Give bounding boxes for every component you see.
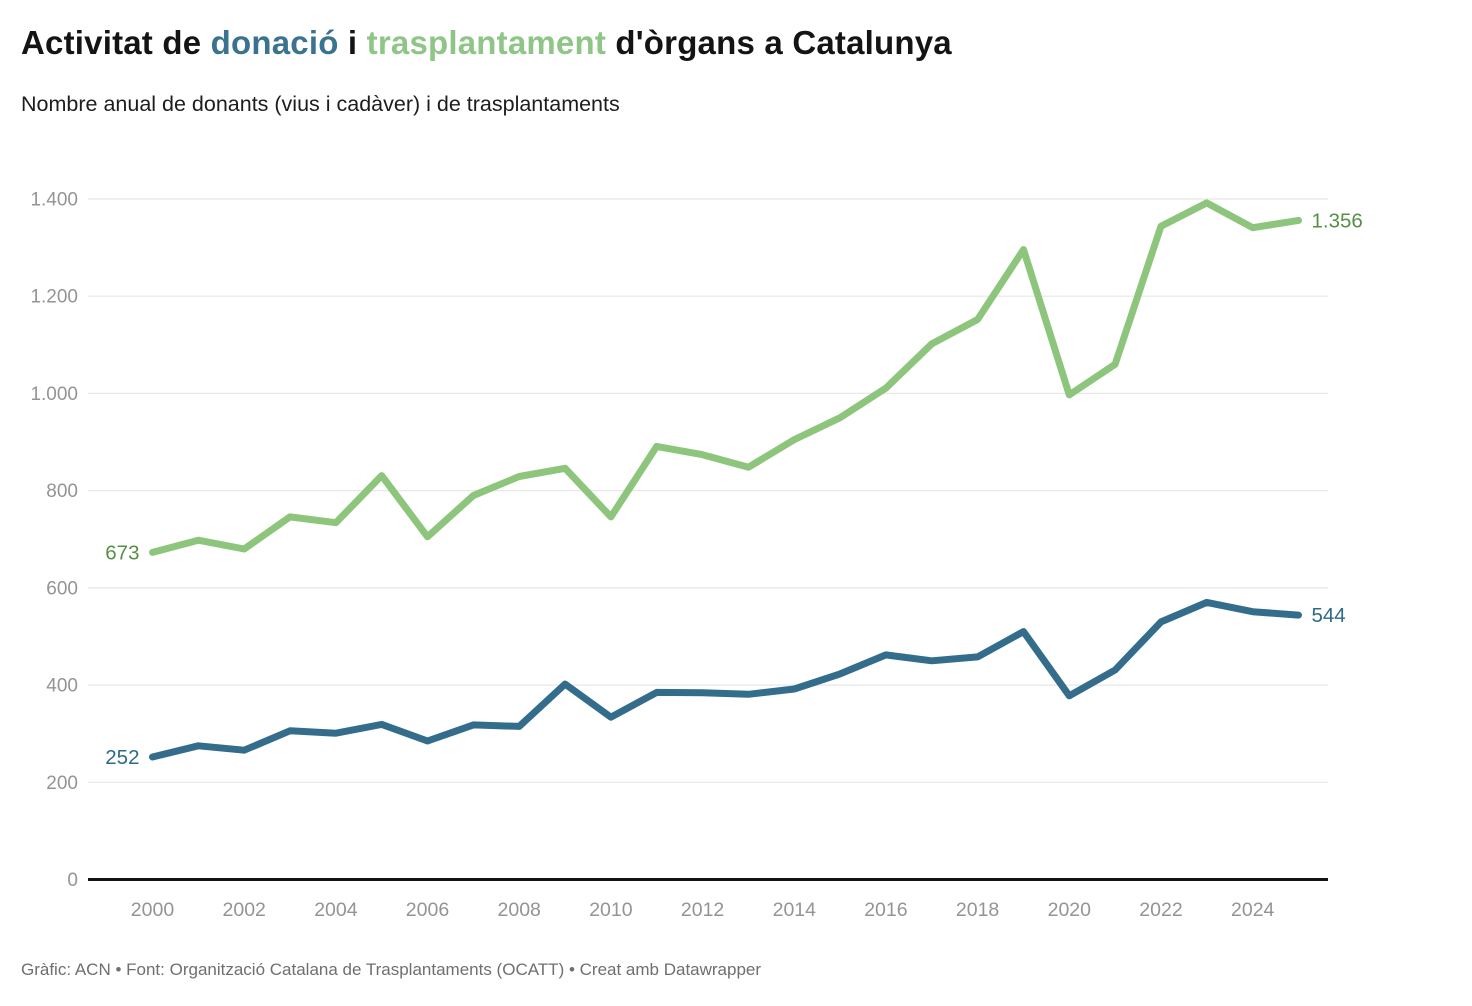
y-tick-label: 1.400 [30, 190, 78, 211]
x-tick-label: 2002 [223, 899, 266, 921]
y-tick-label: 600 [46, 578, 78, 599]
title-word-trasplantament: trasplantament [366, 24, 607, 61]
y-tick-label: 1.000 [30, 384, 78, 405]
y-tick-label: 400 [46, 676, 78, 697]
title-text-prefix: Activitat de [21, 24, 211, 61]
title-word-donacio: donació [210, 24, 339, 61]
y-tick-label: 800 [46, 481, 78, 502]
value-label-end-donants: 544 [1312, 604, 1346, 627]
x-tick-label: 2006 [406, 899, 449, 921]
title-text-suffix: d'òrgans a Catalunya [606, 24, 952, 61]
chart-subtitle: Nombre anual de donants (vius i cadàver)… [21, 92, 620, 116]
x-tick-label: 2012 [681, 899, 724, 921]
x-tick-label: 2010 [589, 899, 633, 921]
series-line-donants [149, 598, 1302, 761]
y-tick-label: 200 [46, 773, 78, 794]
title-text-middle: i [338, 24, 367, 61]
x-tick-label: 2016 [864, 899, 907, 921]
y-tick-label: 1.200 [30, 287, 78, 308]
value-label-start-donants: 252 [105, 746, 139, 769]
x-tick-label: 2004 [314, 899, 358, 921]
value-label-end-trasplantaments: 1.356 [1312, 209, 1363, 232]
series-line-trasplantaments [149, 199, 1302, 556]
x-tick-label: 2020 [1048, 899, 1092, 921]
x-tick-label: 2018 [956, 899, 999, 921]
x-tick-label: 2008 [498, 899, 541, 921]
y-tick-label: 0 [67, 870, 78, 891]
x-tick-label: 2022 [1139, 899, 1182, 921]
x-tick-label: 2014 [773, 899, 817, 921]
value-label-start-trasplantaments: 673 [105, 541, 139, 564]
chart-footer: Gràfic: ACN • Font: Organització Catalan… [21, 960, 762, 979]
page-title: Activitat de donació i trasplantament d'… [21, 24, 952, 62]
x-tick-label: 2000 [131, 899, 175, 921]
x-tick-label: 2024 [1231, 899, 1275, 921]
